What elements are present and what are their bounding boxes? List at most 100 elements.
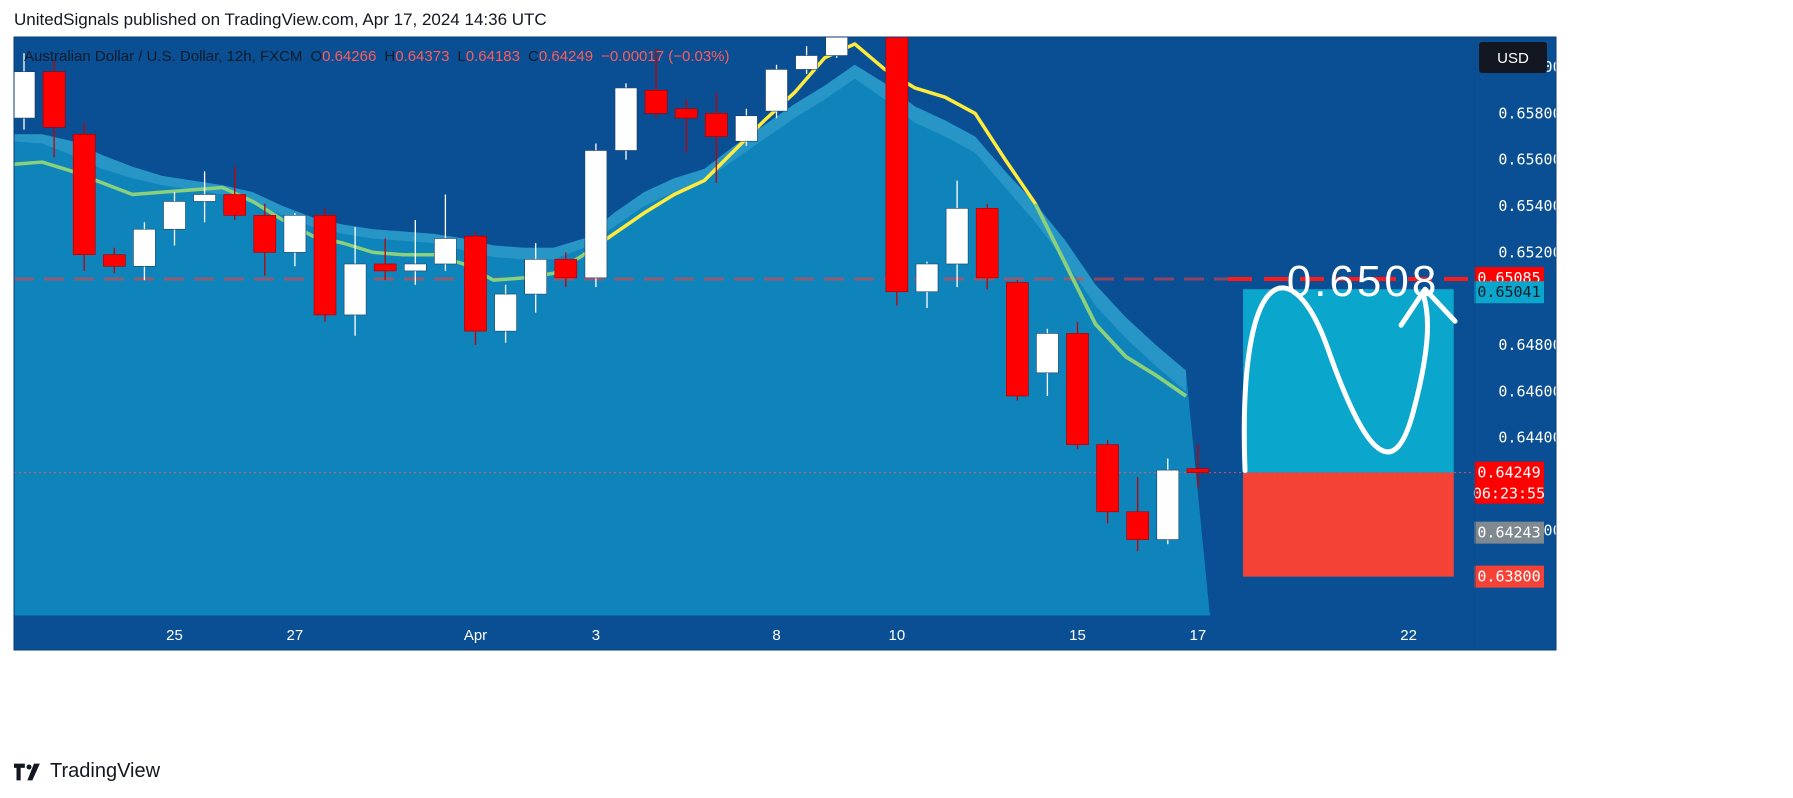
candle-body — [373, 263, 397, 272]
candle[interactable] — [945, 180, 969, 288]
legend-change: −0.00017 (−0.03%) — [601, 48, 729, 65]
candle[interactable] — [193, 171, 216, 223]
published-caption: UnitedSignals published on TradingView.c… — [14, 10, 547, 29]
candle[interactable] — [1186, 443, 1210, 488]
candle-body — [253, 215, 277, 253]
candle-body — [765, 69, 788, 112]
currency-badge-bg[interactable] — [1479, 42, 1547, 73]
candle[interactable] — [103, 247, 126, 274]
candle-body — [945, 208, 969, 265]
legend-high: 0.64373 — [395, 48, 449, 65]
candle[interactable] — [614, 83, 638, 160]
candles — [13, 2, 1210, 552]
projection-curve — [1241, 285, 1430, 474]
candle[interactable] — [494, 284, 517, 343]
candle[interactable] — [856, 5, 878, 24]
candle[interactable] — [584, 143, 608, 288]
candle[interactable] — [72, 122, 96, 271]
candle-body — [14, 71, 36, 119]
candle[interactable] — [795, 46, 818, 75]
currency-badge[interactable]: USD — [1479, 42, 1547, 73]
candle[interactable] — [644, 48, 668, 119]
candle[interactable] — [885, 7, 909, 306]
price-tick: 0.65600 — [1498, 151, 1561, 169]
candle[interactable] — [163, 192, 186, 246]
candle[interactable] — [403, 219, 427, 285]
time-tick: 22 — [1400, 627, 1417, 644]
time-axis: 25 27 Apr 3 8 10 15 17 22 — [166, 627, 1417, 644]
candle[interactable] — [975, 203, 999, 290]
candle[interactable] — [524, 243, 548, 313]
candle[interactable] — [735, 108, 758, 146]
candle[interactable] — [765, 64, 788, 119]
price-tick: 0.65400 — [1498, 197, 1561, 215]
price-label-last: 0.64249 — [1474, 461, 1544, 484]
candle[interactable] — [434, 194, 457, 271]
candle[interactable] — [133, 222, 156, 281]
price-label-bid-text: 0.64243 — [1477, 524, 1540, 542]
candle[interactable] — [343, 226, 367, 336]
candle-body — [554, 259, 578, 279]
stop-zone[interactable] — [1243, 472, 1454, 577]
candle[interactable] — [1126, 477, 1149, 552]
footer-brand: TradingView — [50, 760, 161, 782]
candle-body — [704, 113, 728, 137]
candle[interactable] — [283, 213, 307, 267]
candle-body — [403, 263, 427, 272]
candle-body — [825, 37, 849, 56]
candle[interactable] — [13, 53, 36, 130]
price-tick: 0.65200 — [1498, 243, 1561, 261]
candle-body — [283, 215, 307, 253]
candle-body — [674, 108, 698, 119]
candle[interactable] — [554, 252, 578, 288]
candle-body — [524, 259, 548, 295]
price-label-last-bg — [1474, 461, 1544, 484]
time-tick: 27 — [287, 627, 304, 644]
candle-body — [915, 263, 939, 293]
candle[interactable] — [1096, 439, 1119, 524]
candle[interactable] — [464, 231, 487, 346]
candle-body — [975, 208, 999, 279]
ohlc-legend: Australian Dollar / U.S. Dollar, 12h, FX… — [24, 48, 730, 65]
candle-body — [1126, 511, 1149, 540]
price-tick: 0.64600 — [1498, 382, 1561, 400]
candle-body — [72, 133, 96, 256]
candle[interactable] — [1005, 280, 1029, 401]
candle[interactable] — [1156, 458, 1180, 545]
legend-open: 0.64266 — [322, 48, 376, 65]
legend-o-label: O — [310, 48, 322, 65]
time-tick: Apr — [464, 627, 487, 644]
candle[interactable] — [223, 166, 246, 220]
candle-body — [193, 194, 216, 202]
price-label-bid-bg — [1474, 521, 1544, 544]
candle-body — [614, 87, 638, 151]
price-label-stop-bg — [1474, 565, 1544, 588]
candle[interactable] — [253, 203, 277, 276]
candle-body — [1036, 333, 1059, 374]
candle[interactable] — [704, 92, 728, 183]
candle-body — [133, 228, 156, 267]
candle[interactable] — [674, 99, 698, 153]
candle[interactable] — [825, 2, 849, 58]
candle[interactable] — [915, 261, 939, 308]
candle-body — [343, 263, 367, 316]
indicator-cloud — [14, 64, 1210, 616]
legend-symbol: Australian Dollar / U.S. Dollar, 12h, FX… — [24, 48, 302, 65]
candle-body — [644, 89, 668, 114]
candle-body — [1066, 333, 1089, 445]
candle-body — [1005, 282, 1029, 397]
candle[interactable] — [1066, 321, 1089, 450]
candle[interactable] — [42, 60, 66, 158]
chart-border — [13, 36, 1557, 651]
candle-body — [434, 238, 457, 265]
time-tick: 3 — [592, 627, 600, 644]
candle[interactable] — [1036, 328, 1059, 396]
candle-body — [735, 115, 758, 142]
candle-body — [163, 201, 186, 230]
candle[interactable] — [373, 238, 397, 281]
price-label-stop: 0.63800 — [1474, 565, 1544, 588]
legend-low: 0.64183 — [466, 48, 520, 65]
time-tick: 15 — [1069, 627, 1086, 644]
candle[interactable] — [313, 208, 337, 322]
